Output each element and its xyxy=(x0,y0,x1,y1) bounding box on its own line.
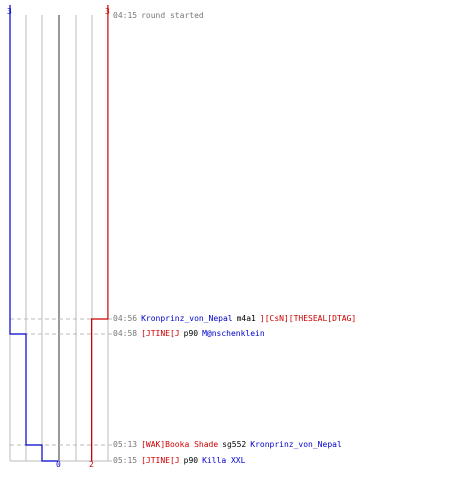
event-dash-lines xyxy=(10,318,112,462)
red-end-count: 2 xyxy=(89,460,94,469)
victim-name: M@nschenklein xyxy=(202,329,265,338)
blue-alive-line xyxy=(9,5,58,462)
red-start-count: 3 xyxy=(105,7,110,16)
victim-name: Kronprinz_von_Nepal xyxy=(250,440,342,449)
event-row: 04:56 Kronprinz_von_Nepal m4a1][CsN][THESE… xyxy=(113,313,356,325)
killer-name: [WAK]Booka Shade xyxy=(141,440,219,449)
killer-name: [JTINE[J xyxy=(141,329,180,338)
weapon-name: sg552 xyxy=(222,440,247,449)
victim-name: Killa XXL xyxy=(202,456,246,465)
event-time: 04:58 xyxy=(113,329,138,338)
grid-lines xyxy=(9,15,109,462)
blue-end-count: 0 xyxy=(56,460,61,469)
event-time: 04:56 xyxy=(113,314,138,323)
event-row: 05:15 [JTINE[J p90 Killa XXL xyxy=(113,455,245,467)
killer-name: [JTINE[J xyxy=(141,456,180,465)
event-time: 05:13 xyxy=(113,440,138,449)
blue-start-count: 3 xyxy=(7,7,12,16)
weapon-name: m4a1 xyxy=(236,314,256,323)
event-row: 04:58 [JTINE[J p90 M@nschenklein xyxy=(113,328,265,340)
red-alive-line xyxy=(91,5,109,461)
killer-name: Kronprinz_von_Nepal xyxy=(141,314,233,323)
event-time: 04:15 xyxy=(113,11,138,20)
event-row: 05:13 [WAK]Booka Shade sg552 Kronprinz_von_… xyxy=(113,439,342,451)
event-row: 04:15 round started xyxy=(113,10,204,22)
weapon-name: p90 xyxy=(183,456,199,465)
weapon-name: p90 xyxy=(183,329,199,338)
event-text: round started xyxy=(141,11,204,20)
event-time: 05:15 xyxy=(113,456,138,465)
victim-name: ][CsN][THESEAL[DTAG] xyxy=(259,314,357,323)
